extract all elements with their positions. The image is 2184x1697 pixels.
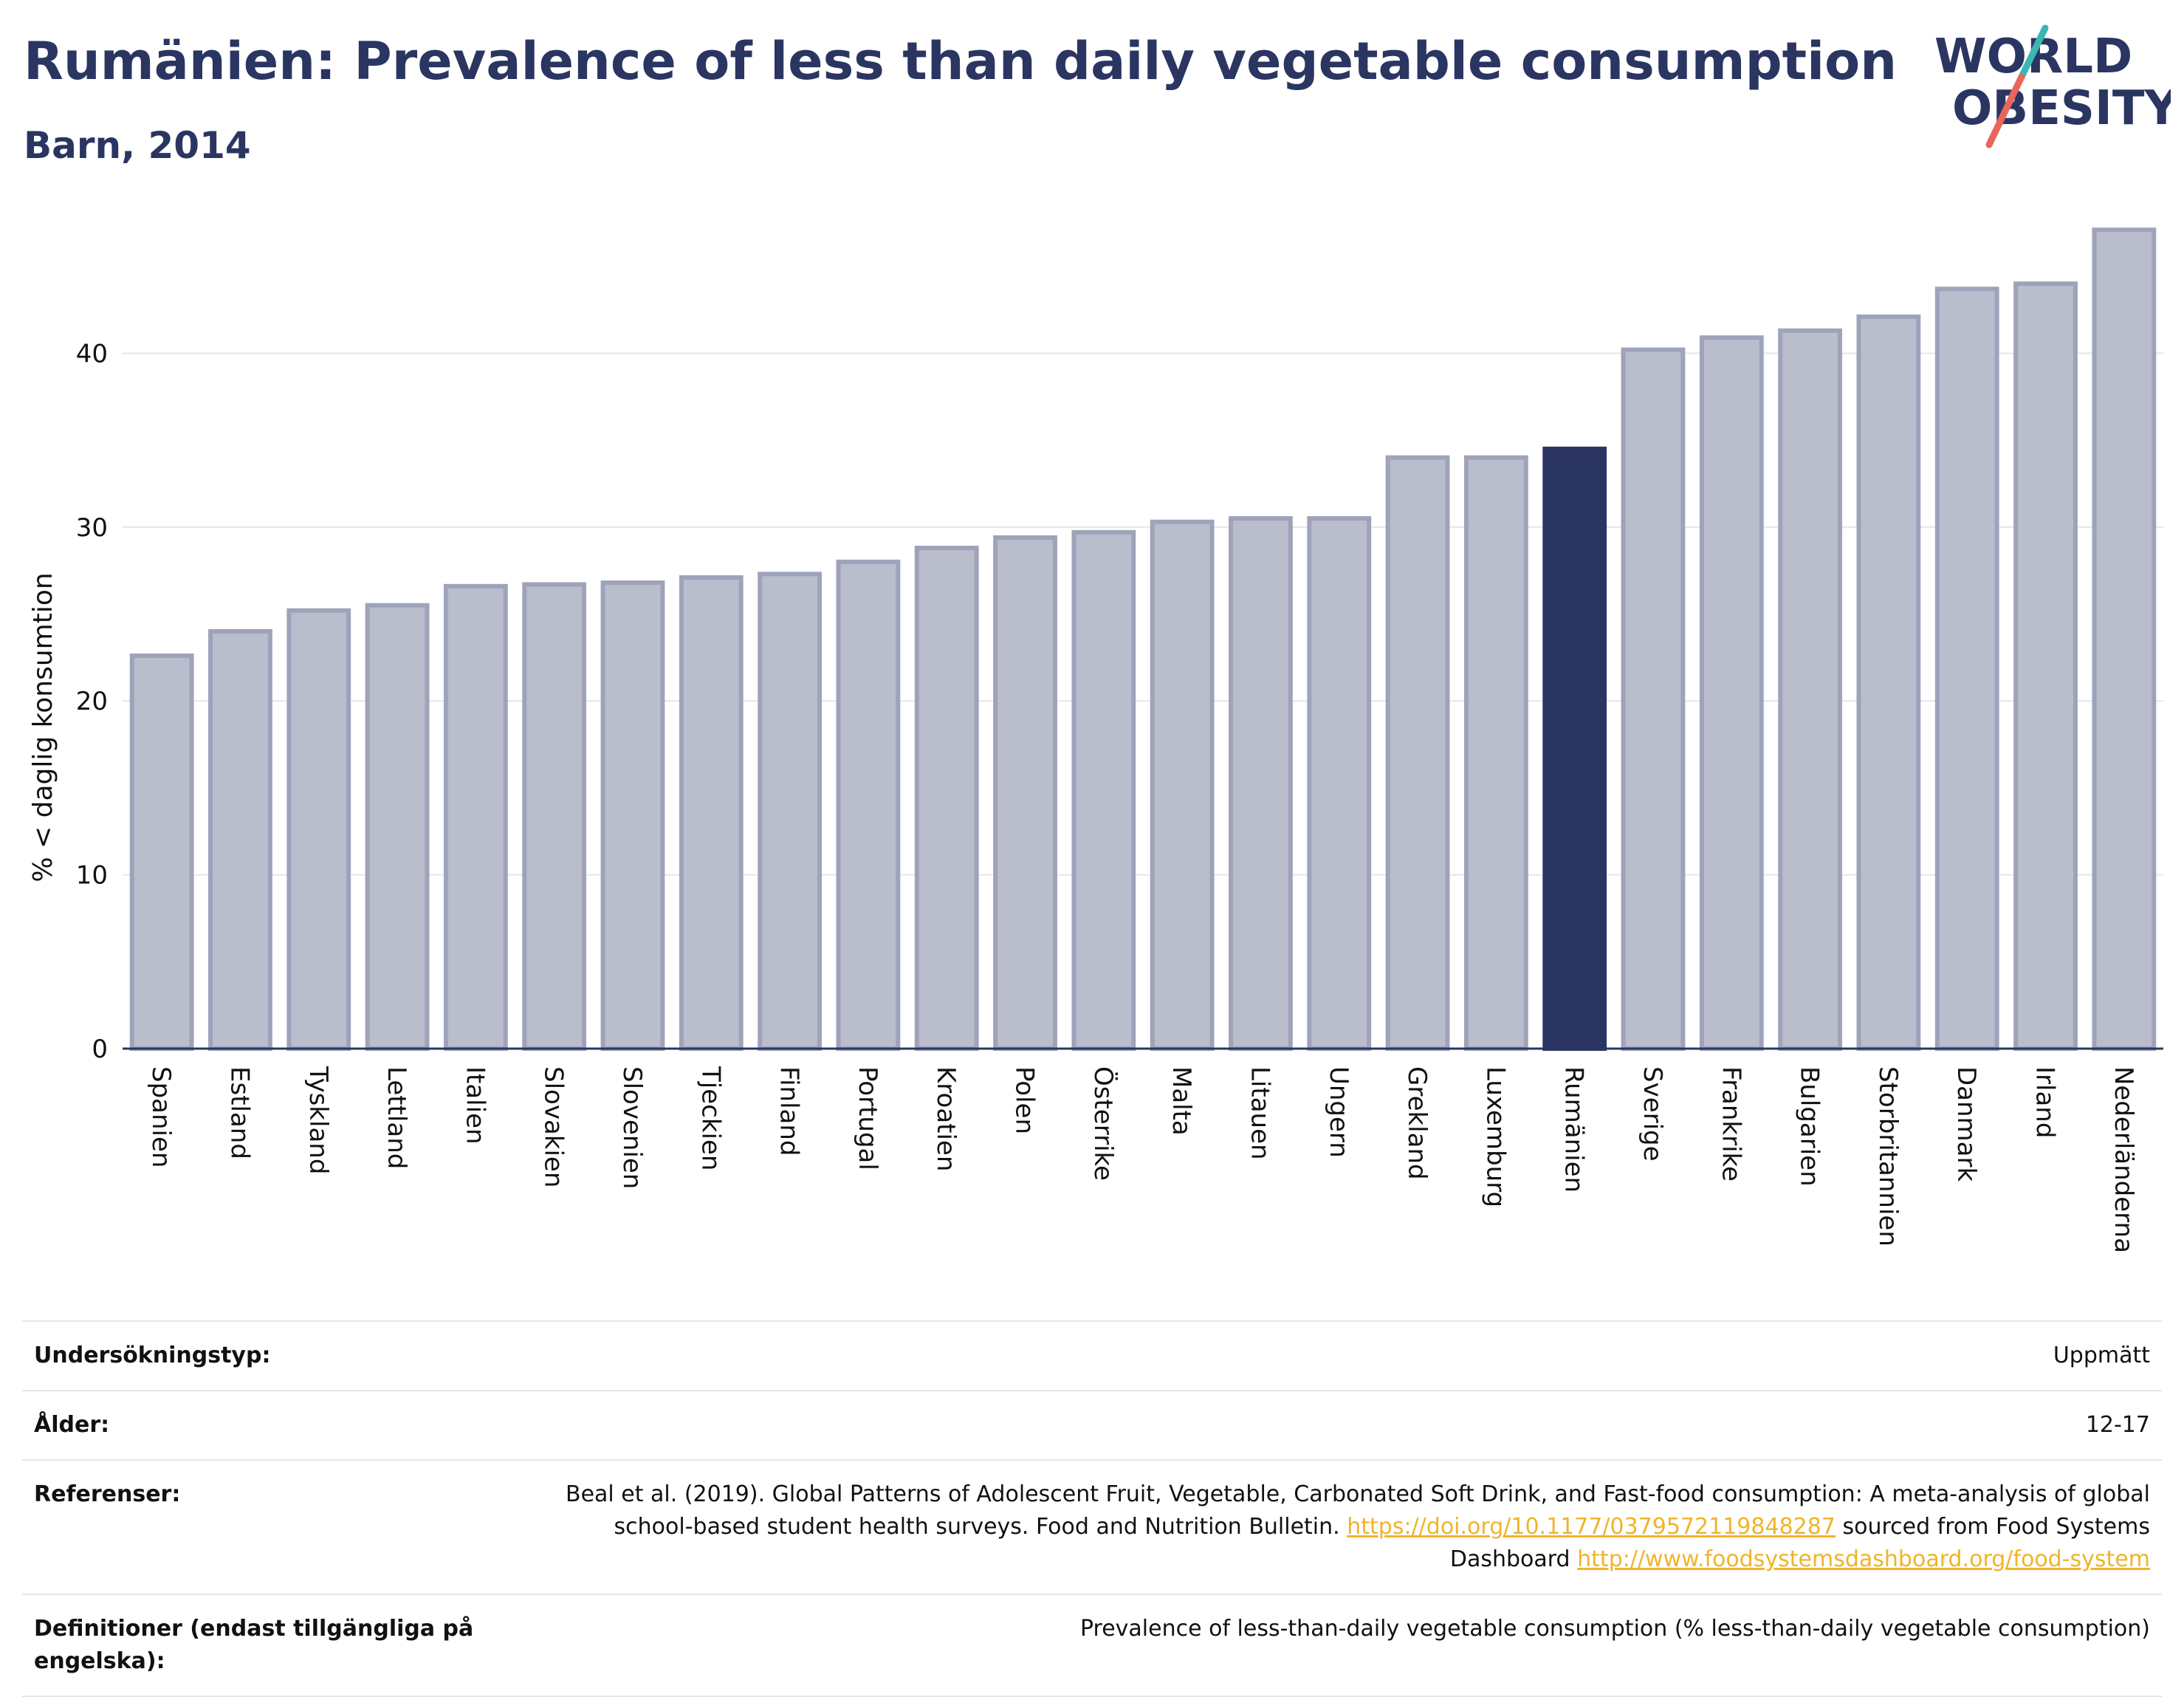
info-row-references: Referenser: Beal et al. (2019). Global P… [22,1460,2162,1594]
info-key: Definitioner (endast tillgängliga på eng… [34,1616,474,1674]
bar-frankrike [1699,335,1764,1052]
x-tick-label: Frankrike [1716,1066,1745,1182]
info-value: Prevalence of less-than-daily vegetable … [1079,1616,2150,1642]
bar-storbritannien [1856,314,1921,1052]
bar-malta [1150,519,1215,1051]
doi-link[interactable]: https://doi.org/10.1177/0379572119848287 [1347,1514,1836,1540]
bar-tjeckien [679,575,744,1051]
bar-lettland [365,603,430,1051]
x-tick-label: Litauen [1245,1066,1274,1160]
world-obesity-logo: WORLD OBESITY [1934,24,2171,148]
x-tick-label: Portugal [853,1066,882,1170]
y-axis-label: % < daglig konsumtion [28,572,58,882]
x-tick-label: Malta [1167,1066,1196,1136]
y-tick-label: 40 [76,339,108,368]
info-value: Beal et al. (2019). Global Patterns of A… [518,1460,2162,1594]
x-tick-label: Bulgarien [1795,1066,1824,1187]
y-tick-label: 30 [76,513,108,543]
bar-nederländerna [2092,227,2157,1051]
x-tick-label: Danmark [1951,1066,1981,1182]
info-value: 12-17 [2085,1412,2150,1438]
info-key: Undersökningstyp: [34,1343,271,1368]
chart-title: Rumänien: Prevalence of less than daily … [24,31,1898,92]
bar-slovenien [600,580,665,1051]
info-key: Referenser: [34,1481,181,1507]
chart-subtitle: Barn, 2014 [24,124,251,167]
bar-sverige [1621,347,1686,1051]
bar-spanien [129,653,194,1051]
y-axis-ticks: 0 10 20 30 40 [76,339,108,1064]
info-row-definitions: Definitioner (endast tillgängliga på eng… [22,1594,2162,1696]
x-tick-label: Irland [2030,1066,2060,1138]
reference-source-text: sourced from Food Systems Dashboard [1449,1514,2150,1572]
bar-italien [443,583,508,1051]
bar-österrike [1071,529,1136,1051]
bars [129,227,2157,1052]
bar-estland [208,629,272,1051]
x-tick-label: Estland [224,1066,254,1159]
x-tick-label: Finland [775,1066,804,1156]
logo-word-obesity: OBESITY [1952,81,2171,136]
x-axis-ticks: Spanien Estland Tyskland Lettland Italien Slo… [146,1066,2138,1253]
bar-rumänien [1542,446,1607,1051]
bar-kroatien [914,546,979,1051]
info-value: Uppmätt [2053,1343,2150,1368]
bar-luxemburg [1463,455,1528,1051]
bar-finland [758,572,823,1051]
x-tick-label: Sverige [1638,1066,1667,1162]
bar-danmark [1934,287,1999,1052]
x-tick-label: Slovenien [617,1066,647,1189]
x-tick-label: Rumänien [1559,1066,1589,1193]
x-tick-label: Storbritannien [1873,1066,1903,1247]
bar-grekland [1385,455,1450,1051]
bar-litauen [1229,515,1293,1051]
x-tick-label: Kroatien [931,1066,961,1171]
x-tick-label: Nederländerna [2109,1066,2138,1253]
x-tick-label: Polen [1010,1066,1040,1134]
y-tick-label: 0 [92,1035,108,1064]
info-key: Ålder: [34,1412,110,1438]
logo-teal-stroke [2018,24,2049,80]
info-row-survey-type: Undersökningstyp: Uppmätt [22,1321,2162,1391]
bar-tyskland [286,608,351,1051]
bar-portugal [836,559,901,1051]
x-tick-label: Italien [460,1066,490,1145]
x-tick-label: Ungern [1324,1066,1353,1158]
bar-chart: 0 10 20 30 40 Spanien Estland Tyskland Lettland… [28,227,2163,1253]
bar-slovakien [522,582,587,1051]
x-tick-label: Slovakien [539,1066,569,1187]
food-systems-link[interactable]: http://www.foodsystemsdashboard.org/food… [1577,1546,2150,1572]
info-table: Undersökningstyp: Uppmätt Ålder: 12-17 R… [22,1320,2162,1697]
x-tick-label: Grekland [1402,1066,1432,1180]
y-tick-label: 10 [76,861,108,891]
x-tick-label: Spanien [146,1066,176,1168]
x-tick-label: Lettland [382,1066,411,1169]
x-tick-label: Österrike [1088,1066,1119,1181]
x-tick-label: Tyskland [303,1066,333,1174]
bar-bulgarien [1778,328,1843,1051]
bar-polen [993,535,1057,1051]
y-tick-label: 20 [76,687,108,716]
x-tick-label: Tjeckien [696,1066,725,1170]
reference-text: Beal et al. (2019). Global Patterns of A… [565,1481,2150,1540]
info-row-age: Ålder: 12-17 [22,1391,2162,1460]
x-tick-label: Luxemburg [1480,1066,1510,1207]
bar-ungern [1307,515,1372,1051]
logo-coral-stroke [1985,73,2025,148]
bar-irland [2013,281,2078,1052]
